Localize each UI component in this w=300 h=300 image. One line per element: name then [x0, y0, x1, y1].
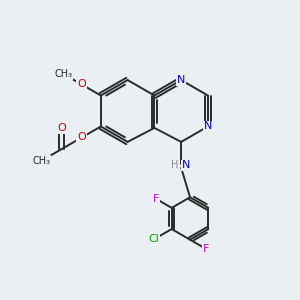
Text: F: F: [202, 244, 209, 254]
Text: Cl: Cl: [148, 234, 159, 244]
Text: O: O: [77, 133, 86, 142]
Text: F: F: [153, 194, 159, 204]
Text: N: N: [177, 75, 185, 85]
Text: CH₃: CH₃: [32, 156, 50, 166]
Text: N: N: [204, 122, 212, 131]
Text: CH₃: CH₃: [54, 69, 72, 79]
Text: O: O: [57, 123, 66, 133]
Text: H: H: [171, 160, 178, 170]
Text: O: O: [77, 80, 86, 89]
Text: N: N: [182, 160, 191, 170]
